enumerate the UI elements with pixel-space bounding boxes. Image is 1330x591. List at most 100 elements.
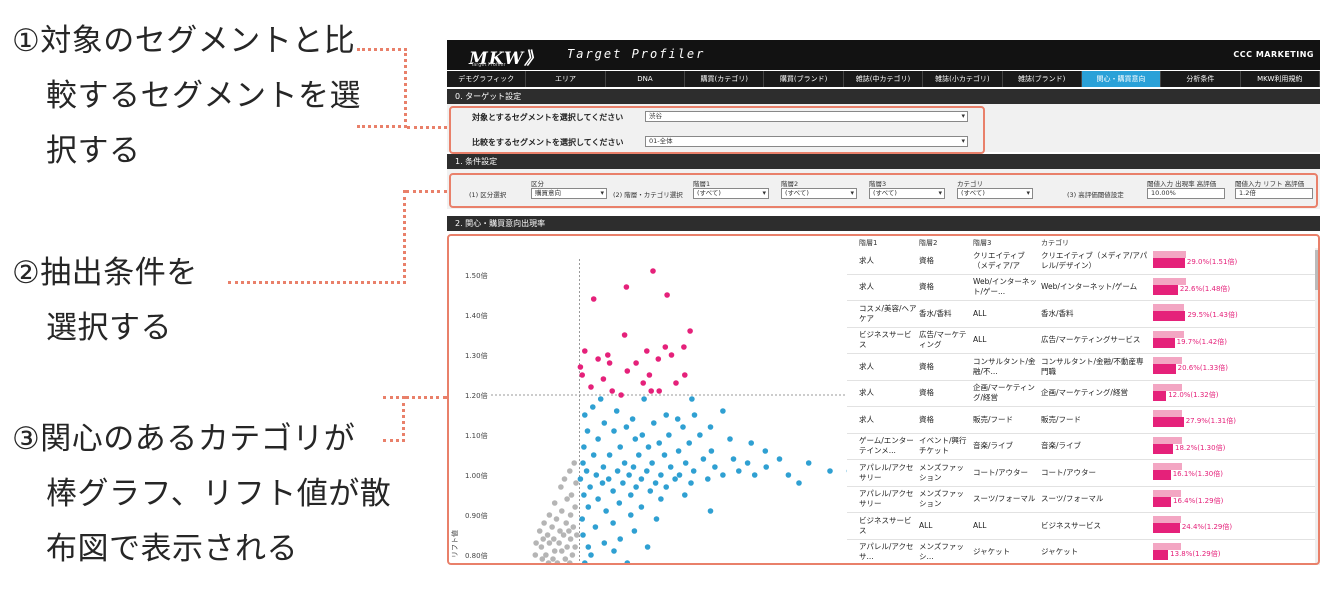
table-row[interactable]: 求人 資格 Web/インターネット/ゲー... Web/インターネット/ゲーム 22.6… bbox=[847, 275, 1315, 301]
table-cell-cat: 香水/香料 bbox=[1041, 308, 1074, 318]
hierarchy-select-label: (2) 階層・カテゴリ選択 bbox=[613, 191, 683, 199]
lift-bar bbox=[1153, 436, 1182, 444]
table-cell-cat: クリエイティブ（メディア/アパレル/デザイン） bbox=[1041, 250, 1148, 270]
scatter-point bbox=[617, 444, 623, 450]
scatter-point bbox=[611, 428, 617, 434]
threshold-label: (3) 高評価閾値設定 bbox=[1067, 191, 1124, 199]
scatter-point bbox=[762, 448, 769, 454]
scatter-point bbox=[536, 528, 543, 534]
y-tick-label: 0.90倍 bbox=[465, 511, 488, 520]
table-row[interactable]: コスメ/美容/ヘアケア 香水/香料 ALL 香水/香料 29.5%(1.43倍) bbox=[847, 301, 1315, 328]
table-cell-l2: 香水/香料 bbox=[919, 308, 952, 318]
scatter-point bbox=[662, 344, 669, 350]
app-window: MKW》 Target Profiler Target Profiler CCC… bbox=[447, 40, 1320, 565]
tab-item[interactable]: DNA bbox=[606, 71, 686, 87]
table-row[interactable]: アパレル/アクセサリー メンズファッション スーツ/フォーマル スーツ/フォーマル 16… bbox=[847, 487, 1315, 513]
table-cell-cat: 企画/マーケティング/経営 bbox=[1041, 388, 1128, 398]
tab-item[interactable]: 雑誌(小カテゴリ) bbox=[923, 71, 1003, 87]
highlight-segment-box bbox=[449, 106, 985, 154]
tab-item[interactable]: MKW利用規約 bbox=[1241, 71, 1320, 87]
scatter-point bbox=[705, 476, 711, 482]
tab-item[interactable]: 購買(ブランド) bbox=[764, 71, 844, 87]
scatter-point bbox=[585, 504, 592, 510]
scatter-point bbox=[570, 524, 577, 530]
table-row[interactable]: ビジネスサービス 広告/マーケティング ALL 広告/マーケティングサービス 19.7%… bbox=[847, 328, 1315, 354]
table-row[interactable]: 求人 資格 コンサルタント/金融/不... コンサルタント/金融/不動産専門職 20.6… bbox=[847, 354, 1315, 381]
table-row[interactable]: アパレル/アクセサリー メンズファッション コート/アウター コート/アウター 16.1… bbox=[847, 460, 1315, 487]
scatter-point bbox=[595, 356, 601, 362]
rate-threshold-label: 閾値入力 出現率 高評価 bbox=[1147, 180, 1217, 188]
scatter-point bbox=[664, 292, 670, 298]
table-cell-l2: 資格 bbox=[919, 388, 934, 398]
compare-segment-select[interactable]: 01-全体 bbox=[645, 136, 968, 147]
scatter-point bbox=[573, 480, 579, 486]
scatter-point bbox=[667, 464, 674, 470]
tab-item[interactable]: 関心・購買意向 bbox=[1081, 71, 1162, 87]
title-bar: MKW》 Target Profiler Target Profiler CCC… bbox=[447, 40, 1320, 70]
level3-select[interactable]: (すべて) bbox=[869, 188, 945, 199]
lift-threshold-input[interactable]: 1.2倍 bbox=[1235, 188, 1313, 199]
connector-1 bbox=[357, 48, 407, 128]
table-row[interactable]: ゲーム/エンターテインメ... イベント/興行チケット 音楽/ライブ 音楽/ライブ 18… bbox=[847, 434, 1315, 460]
scatter-point bbox=[556, 540, 562, 546]
lift-bar bbox=[1153, 542, 1182, 550]
table-row[interactable]: アパレル/アクセサ... メンズファッシ... ジャケット ジャケット 13.8%(1.… bbox=[847, 540, 1315, 566]
scatter-point bbox=[751, 472, 758, 478]
table-scrollbar-thumb[interactable] bbox=[1315, 250, 1320, 290]
table-cell-l1: アパレル/アクセサリー bbox=[859, 462, 914, 482]
tab-item[interactable]: 雑誌(中カテゴリ) bbox=[844, 71, 924, 87]
scatter-point bbox=[658, 472, 664, 478]
rate-threshold-input[interactable]: 10.00% bbox=[1147, 188, 1225, 199]
rate-bar-label: 19.7%(1.42倍) bbox=[1176, 337, 1227, 346]
table-cell-l2: 広告/マーケティング bbox=[919, 330, 967, 350]
scatter-point bbox=[563, 520, 569, 526]
scatter-point bbox=[656, 388, 662, 394]
area-select[interactable]: 購買意向 bbox=[531, 188, 607, 199]
rate-bar bbox=[1153, 523, 1180, 533]
tab-item[interactable]: 購買(カテゴリ) bbox=[685, 71, 765, 87]
mkw-logo: MKW》 bbox=[469, 49, 543, 69]
scatter-point bbox=[553, 516, 560, 522]
table-cell-l1: 求人 bbox=[859, 282, 874, 292]
scatter-point bbox=[633, 360, 639, 366]
scatter-point bbox=[584, 428, 591, 434]
tab-item[interactable]: 雑誌(ブランド) bbox=[1003, 71, 1082, 87]
scatter-plot: 1.50倍 1.40倍 1.30倍 1.20倍 1.10倍 1.00倍 0.90倍 0.80倍… bbox=[450, 259, 847, 565]
tab-item[interactable]: 分析条件 bbox=[1161, 71, 1241, 87]
scatter-point bbox=[539, 556, 546, 562]
scatter-point bbox=[587, 484, 593, 490]
y-tick-label: 1.50倍 bbox=[465, 271, 488, 280]
scatter-point bbox=[577, 364, 584, 370]
level1-select[interactable]: (すべて) bbox=[693, 188, 769, 199]
rate-bar-label: 16.1%(1.30倍) bbox=[1172, 470, 1223, 478]
scatter-point bbox=[632, 436, 639, 442]
scatter-point bbox=[621, 332, 628, 338]
scatter-point bbox=[580, 460, 586, 466]
table-row[interactable]: 求人 資格 販売/フード 販売/フード 27.9%(1.31倍) bbox=[847, 407, 1315, 434]
tab-item[interactable]: エリア bbox=[526, 71, 606, 87]
scatter-point bbox=[663, 484, 669, 490]
table-row[interactable]: 求人 資格 企画/マーケティング/経営 企画/マーケティング/経営 12.0%(1.32… bbox=[847, 381, 1315, 407]
table-cell-l3: ALL bbox=[973, 308, 987, 318]
scatter-point bbox=[707, 508, 714, 514]
table-cell-l1: アパレル/アクセサ... bbox=[859, 542, 914, 562]
table-cell-l1: 求人 bbox=[859, 388, 874, 398]
annotation-2-line: ②抽出条件を bbox=[12, 255, 198, 291]
table-cell-l2: ALL bbox=[919, 520, 933, 530]
scatter-point bbox=[655, 356, 662, 362]
annotation-2: ②抽出条件を 選択する bbox=[12, 246, 198, 356]
tab-item[interactable]: デモグラフィック bbox=[447, 71, 527, 87]
level2-select[interactable]: (すべて) bbox=[781, 188, 857, 199]
table-row[interactable]: ビジネスサービス ALL ALL ビジネスサービス 24.4%(1.29倍) bbox=[847, 513, 1315, 540]
scatter-point bbox=[621, 460, 628, 466]
category-select[interactable]: (すべて) bbox=[957, 188, 1033, 199]
rate-bar bbox=[1153, 284, 1178, 295]
highlight-results-box bbox=[447, 234, 1320, 565]
scatter-point bbox=[577, 476, 584, 482]
table-row[interactable]: 求人 資格 クリエイティブ（メディア/ア クリエイティブ（メディア/アパレル/デザイン… bbox=[847, 248, 1315, 275]
scatter-point bbox=[551, 536, 557, 542]
table-scrollbar[interactable] bbox=[1315, 248, 1320, 565]
area-select-label: (1) 区分選択 bbox=[469, 191, 507, 199]
target-segment-select[interactable]: 渋谷 bbox=[645, 111, 968, 122]
scatter-point bbox=[748, 440, 754, 446]
